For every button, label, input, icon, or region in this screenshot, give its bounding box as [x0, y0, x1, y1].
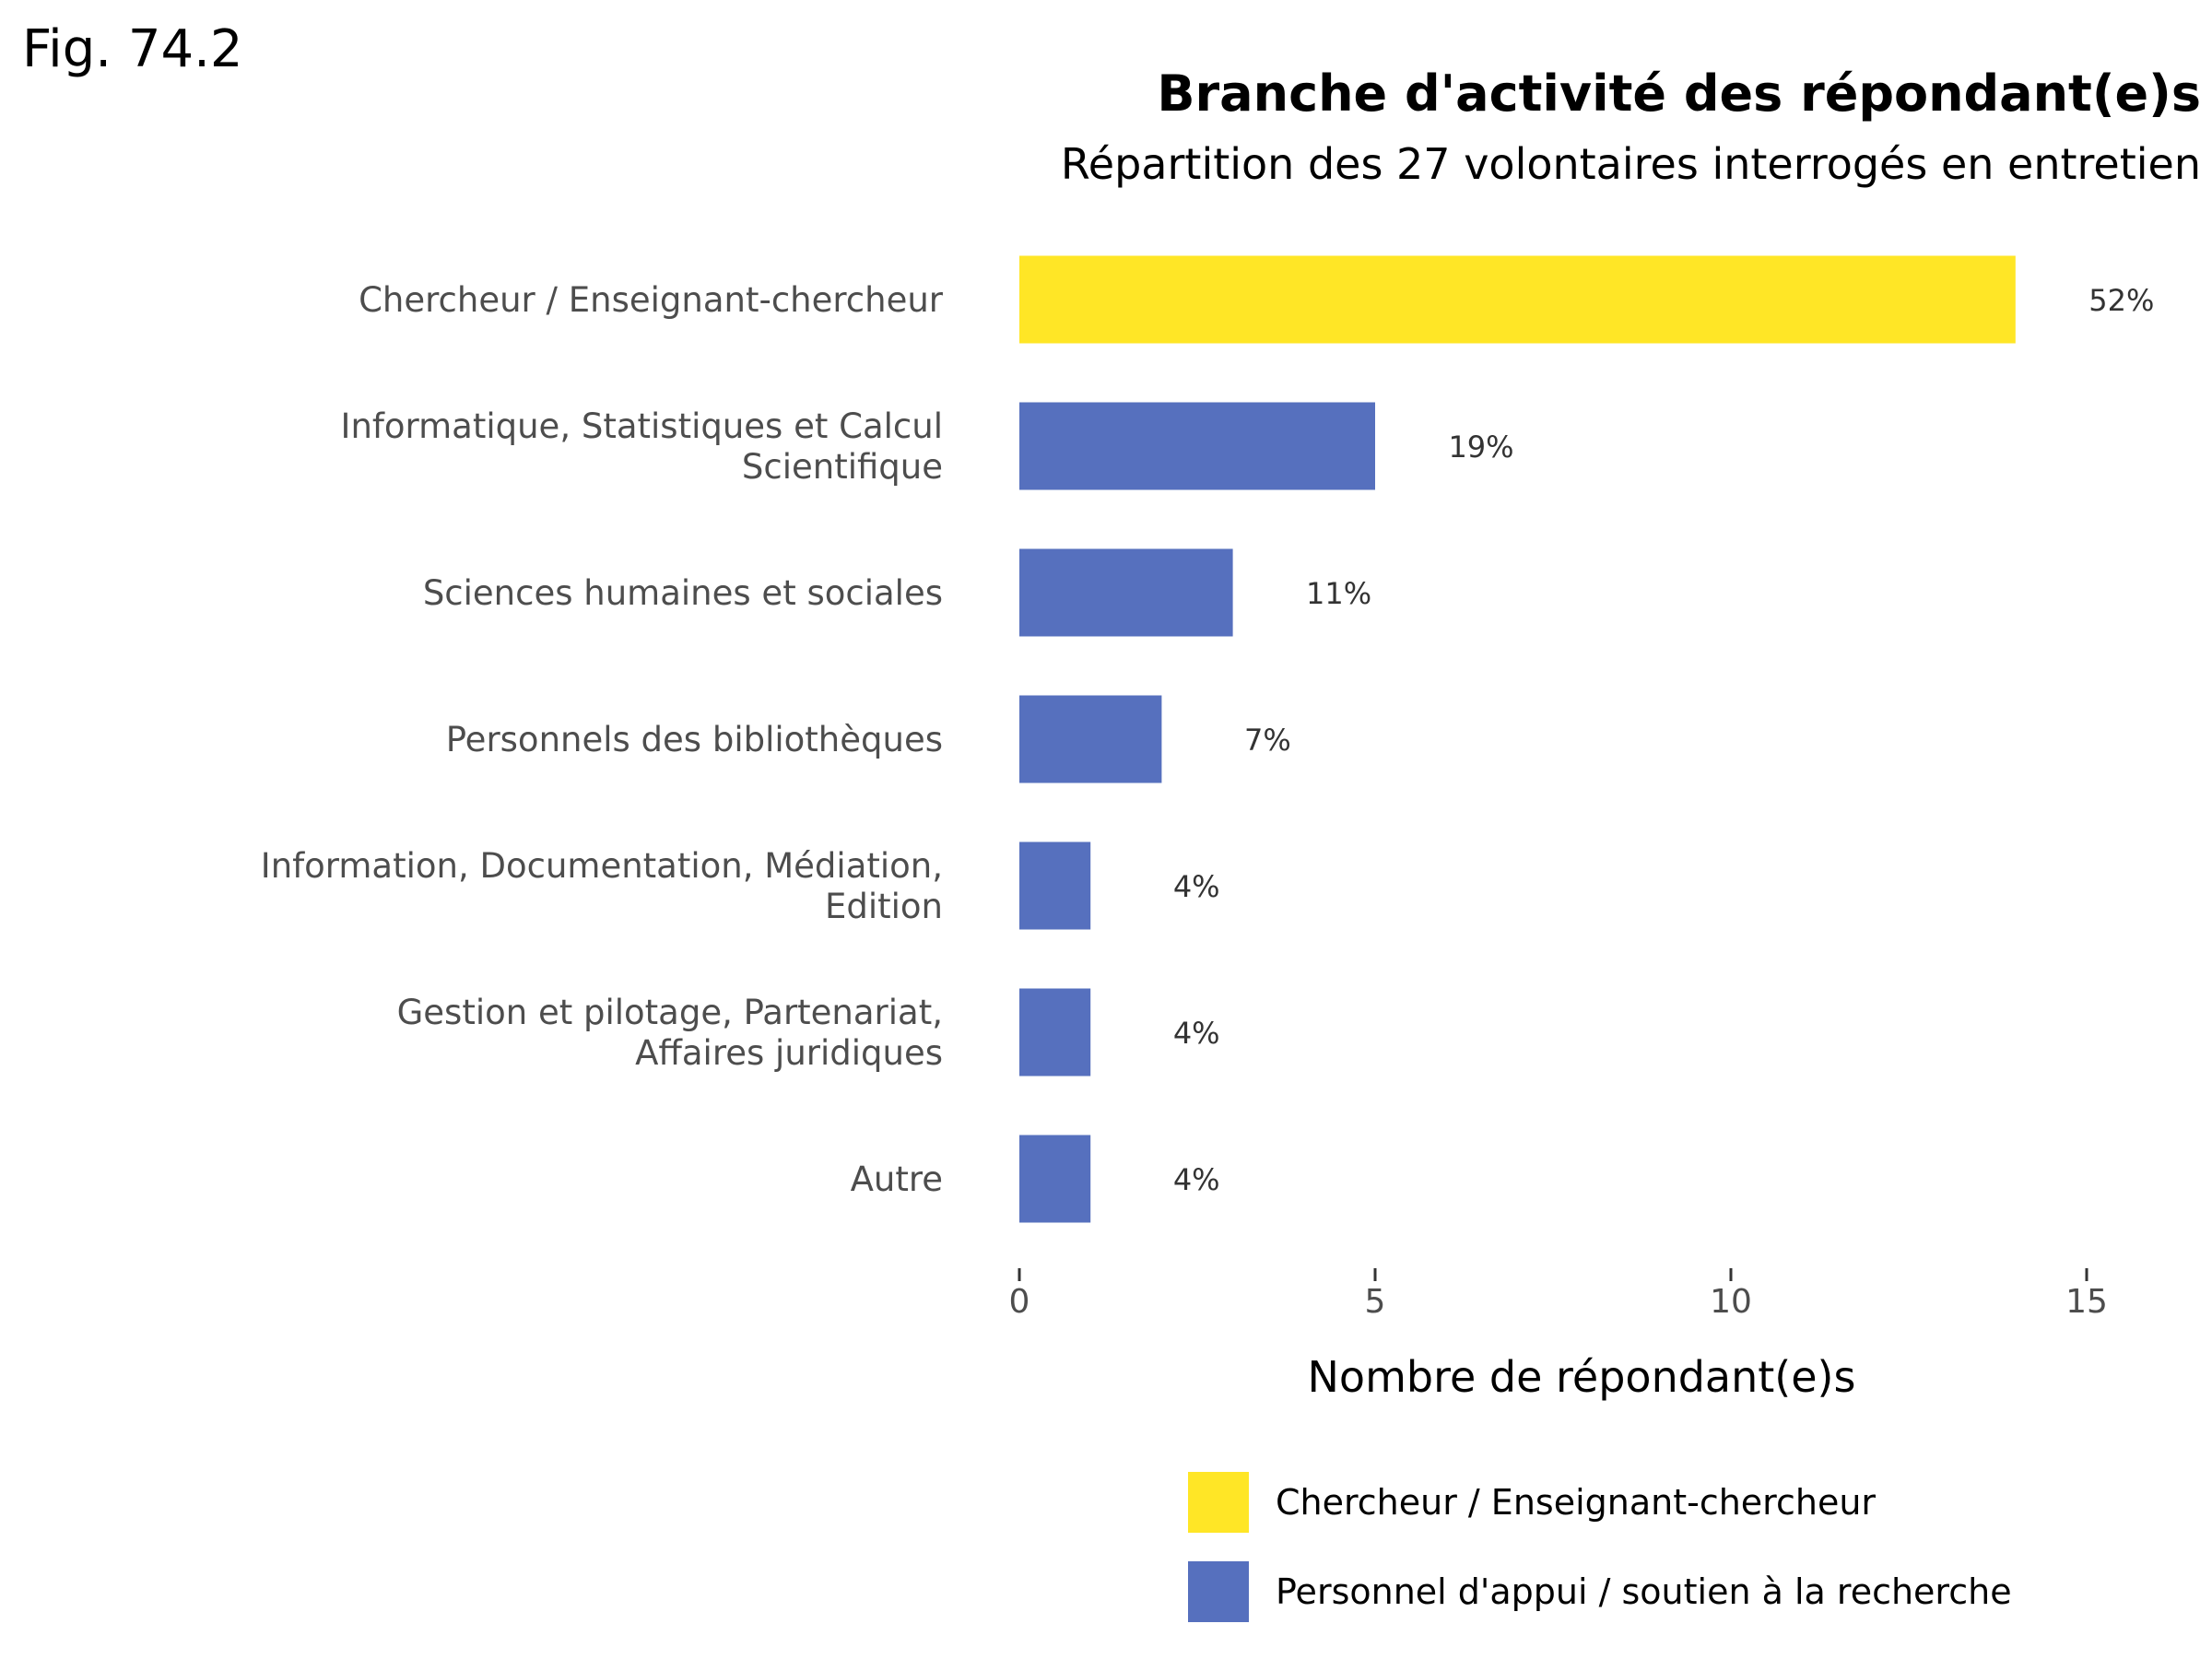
- data-label-1: 19%: [1448, 429, 1513, 465]
- category-label-0: Chercheur / Enseignant-chercheur: [359, 280, 944, 320]
- data-label-0: 52%: [2088, 283, 2154, 318]
- category-label-4: Information, Documentation, Médiation, Ed…: [261, 846, 943, 926]
- chart-title: Branche d'activité des répondant(e)s: [1157, 65, 2201, 123]
- legend: Chercheur / Enseignant-chercheur Personne…: [1188, 1472, 2012, 1622]
- legend-swatch-appui: [1188, 1561, 1249, 1622]
- data-label-2: 11%: [1306, 576, 1371, 611]
- category-label-1: Informatique, Statistiques et Calcul Scie…: [341, 406, 943, 487]
- data-labels-group: 52% 19% 11% 7% 4% 4% 4%: [1173, 283, 2155, 1197]
- data-label-5: 4%: [1173, 1016, 1220, 1051]
- x-tick-label-3: 15: [2065, 1283, 2108, 1321]
- bars-group: [1019, 255, 2016, 1223]
- category-label-3: Personnels des bibliothèques: [446, 720, 943, 759]
- x-tick-label-0: 0: [1009, 1283, 1030, 1321]
- bar-2: [1019, 548, 1233, 637]
- x-axis: 0 5 10 15: [1009, 1268, 2108, 1321]
- bar-5: [1019, 988, 1091, 1077]
- data-label-4: 4%: [1173, 869, 1220, 904]
- data-label-6: 4%: [1173, 1162, 1220, 1197]
- bar-3: [1019, 695, 1162, 783]
- chart-subtitle: Répartition des 27 volontaires interrogé…: [1061, 139, 2201, 189]
- x-tick-label-2: 10: [1710, 1283, 1752, 1321]
- category-label-6: Autre: [851, 1159, 943, 1199]
- bar-1: [1019, 402, 1375, 490]
- figure-label: Fig. 74.2: [22, 19, 243, 79]
- category-label-2: Sciences humaines et sociales: [423, 573, 943, 613]
- bar-4: [1019, 841, 1091, 930]
- legend-label-appui: Personnel d'appui / soutien à la recherc…: [1276, 1571, 2012, 1612]
- legend-swatch-chercheur: [1188, 1472, 1249, 1533]
- bar-6: [1019, 1135, 1091, 1223]
- data-label-3: 7%: [1244, 723, 1291, 758]
- x-axis-title: Nombre de répondant(e)s: [1308, 1352, 1856, 1402]
- category-label-5: Gestion et pilotage, Partenariat, Affaire…: [397, 993, 943, 1073]
- x-tick-label-1: 5: [1365, 1283, 1386, 1321]
- legend-label-chercheur: Chercheur / Enseignant-chercheur: [1276, 1482, 1876, 1523]
- bar-0: [1019, 255, 2016, 344]
- category-labels-group: Chercheur / Enseignant-chercheur Informat…: [261, 280, 944, 1199]
